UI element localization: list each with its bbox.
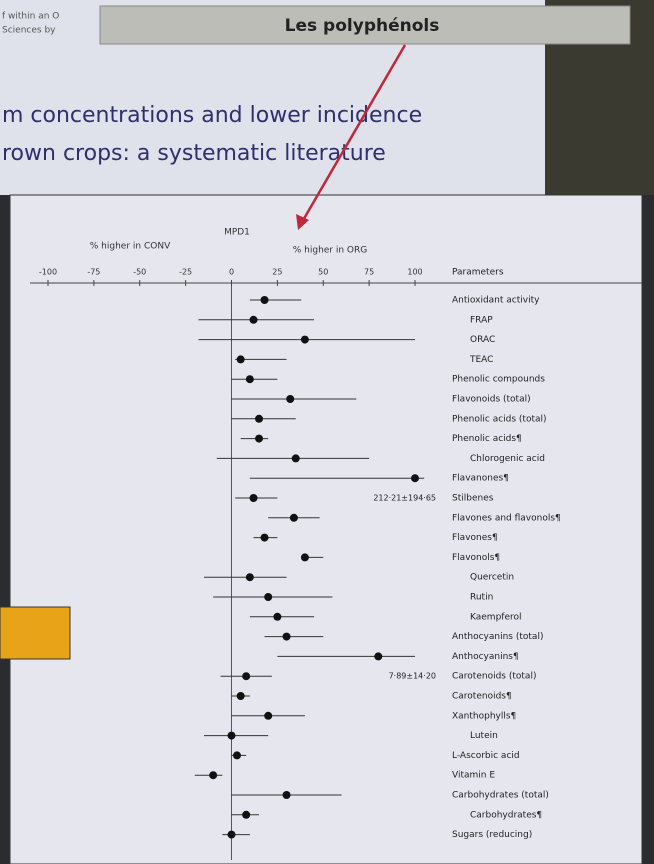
estimate-point xyxy=(242,672,250,680)
estimate-point xyxy=(228,732,236,740)
page: {"header":{"title":"Les polyphénols","fr… xyxy=(0,0,654,864)
estimate-point xyxy=(250,316,258,324)
parameter-label: TEAC xyxy=(469,355,493,365)
parameter-label: Carbohydrates¶ xyxy=(470,810,542,820)
header-title: Les polyphénols xyxy=(285,16,440,36)
x-tick-label: -75 xyxy=(87,268,100,277)
parameter-label: Rutin xyxy=(470,593,493,603)
x-tick-label: -50 xyxy=(133,268,146,277)
parameter-label: Carbohydrates (total) xyxy=(452,791,549,801)
parameter-label: Sugars (reducing) xyxy=(452,830,532,840)
estimate-point xyxy=(237,692,245,700)
estimate-point xyxy=(233,751,241,759)
x-tick-label: 25 xyxy=(272,268,282,277)
highlight-box xyxy=(0,607,70,659)
parameter-label: FRAP xyxy=(470,315,493,325)
estimate-point xyxy=(246,375,254,383)
estimate-point xyxy=(283,791,291,799)
estimate-point xyxy=(242,811,250,819)
estimate-point xyxy=(209,771,217,779)
estimate-point xyxy=(250,494,258,502)
parameter-label: Vitamin E xyxy=(452,771,495,781)
slide-fragment: Sciences by xyxy=(2,26,56,36)
parameter-label: Carotenoids (total) xyxy=(452,672,536,682)
left-label: % higher in CONV xyxy=(90,242,171,252)
column-header: Parameters xyxy=(452,268,504,278)
row-note: 212·21±194·65 xyxy=(373,494,436,503)
parameter-label: ORAC xyxy=(470,335,495,345)
estimate-point xyxy=(255,415,263,423)
estimate-point xyxy=(255,435,263,443)
estimate-point xyxy=(261,296,269,304)
estimate-point xyxy=(301,336,309,344)
parameter-label: Antioxidant activity xyxy=(452,296,540,306)
parameter-label: Phenolic acids (total) xyxy=(452,414,547,424)
parameter-label: Flavones¶ xyxy=(452,533,498,543)
parameter-label: Quercetin xyxy=(470,573,514,583)
parameter-label: Xanthophylls¶ xyxy=(452,711,516,721)
x-tick-label: 100 xyxy=(407,268,422,277)
parameter-label: Anthocyanins (total) xyxy=(452,632,543,642)
estimate-point xyxy=(374,652,382,660)
estimate-point xyxy=(290,514,298,522)
estimate-point xyxy=(246,573,254,581)
slide-line: rown crops: a systematic literature xyxy=(2,141,386,166)
parameter-label: Carotenoids¶ xyxy=(452,692,512,702)
parameter-label: Phenolic compounds xyxy=(452,375,545,385)
parameter-label: Anthocyanins¶ xyxy=(452,652,519,662)
screen: f within an O Sciences by Les polyphénol… xyxy=(0,0,654,864)
x-tick-label: 50 xyxy=(318,268,328,277)
parameter-label: L-Ascorbic acid xyxy=(452,751,520,761)
measure-label: MPD1 xyxy=(224,228,250,238)
estimate-point xyxy=(411,474,419,482)
estimate-point xyxy=(264,593,272,601)
estimate-point xyxy=(228,831,236,839)
estimate-point xyxy=(261,534,269,542)
parameter-label: Flavanones¶ xyxy=(452,474,509,484)
estimate-point xyxy=(292,454,300,462)
parameter-label: Phenolic acids¶ xyxy=(452,434,522,444)
parameter-label: Kaempferol xyxy=(470,612,522,622)
estimate-point xyxy=(301,553,309,561)
x-tick-label: -100 xyxy=(39,268,57,277)
x-tick-label: -25 xyxy=(179,268,192,277)
figure-panel xyxy=(10,195,642,864)
slide-fragment: f within an O xyxy=(2,12,59,22)
parameter-label: Flavonoids (total) xyxy=(452,395,531,405)
parameter-label: Flavonols¶ xyxy=(452,553,500,563)
row-note: 7·89±14·20 xyxy=(389,672,436,681)
estimate-point xyxy=(264,712,272,720)
parameter-label: Chlorogenic acid xyxy=(470,454,545,464)
x-tick-label: 0 xyxy=(229,268,234,277)
x-tick-label: 75 xyxy=(364,268,374,277)
estimate-point xyxy=(286,395,294,403)
estimate-point xyxy=(237,355,245,363)
estimate-point xyxy=(273,613,281,621)
parameter-label: Stilbenes xyxy=(452,494,494,504)
parameter-label: Lutein xyxy=(470,731,498,741)
parameter-label: Flavones and flavonols¶ xyxy=(452,513,561,523)
right-label: % higher in ORG xyxy=(293,246,368,256)
estimate-point xyxy=(283,633,291,641)
